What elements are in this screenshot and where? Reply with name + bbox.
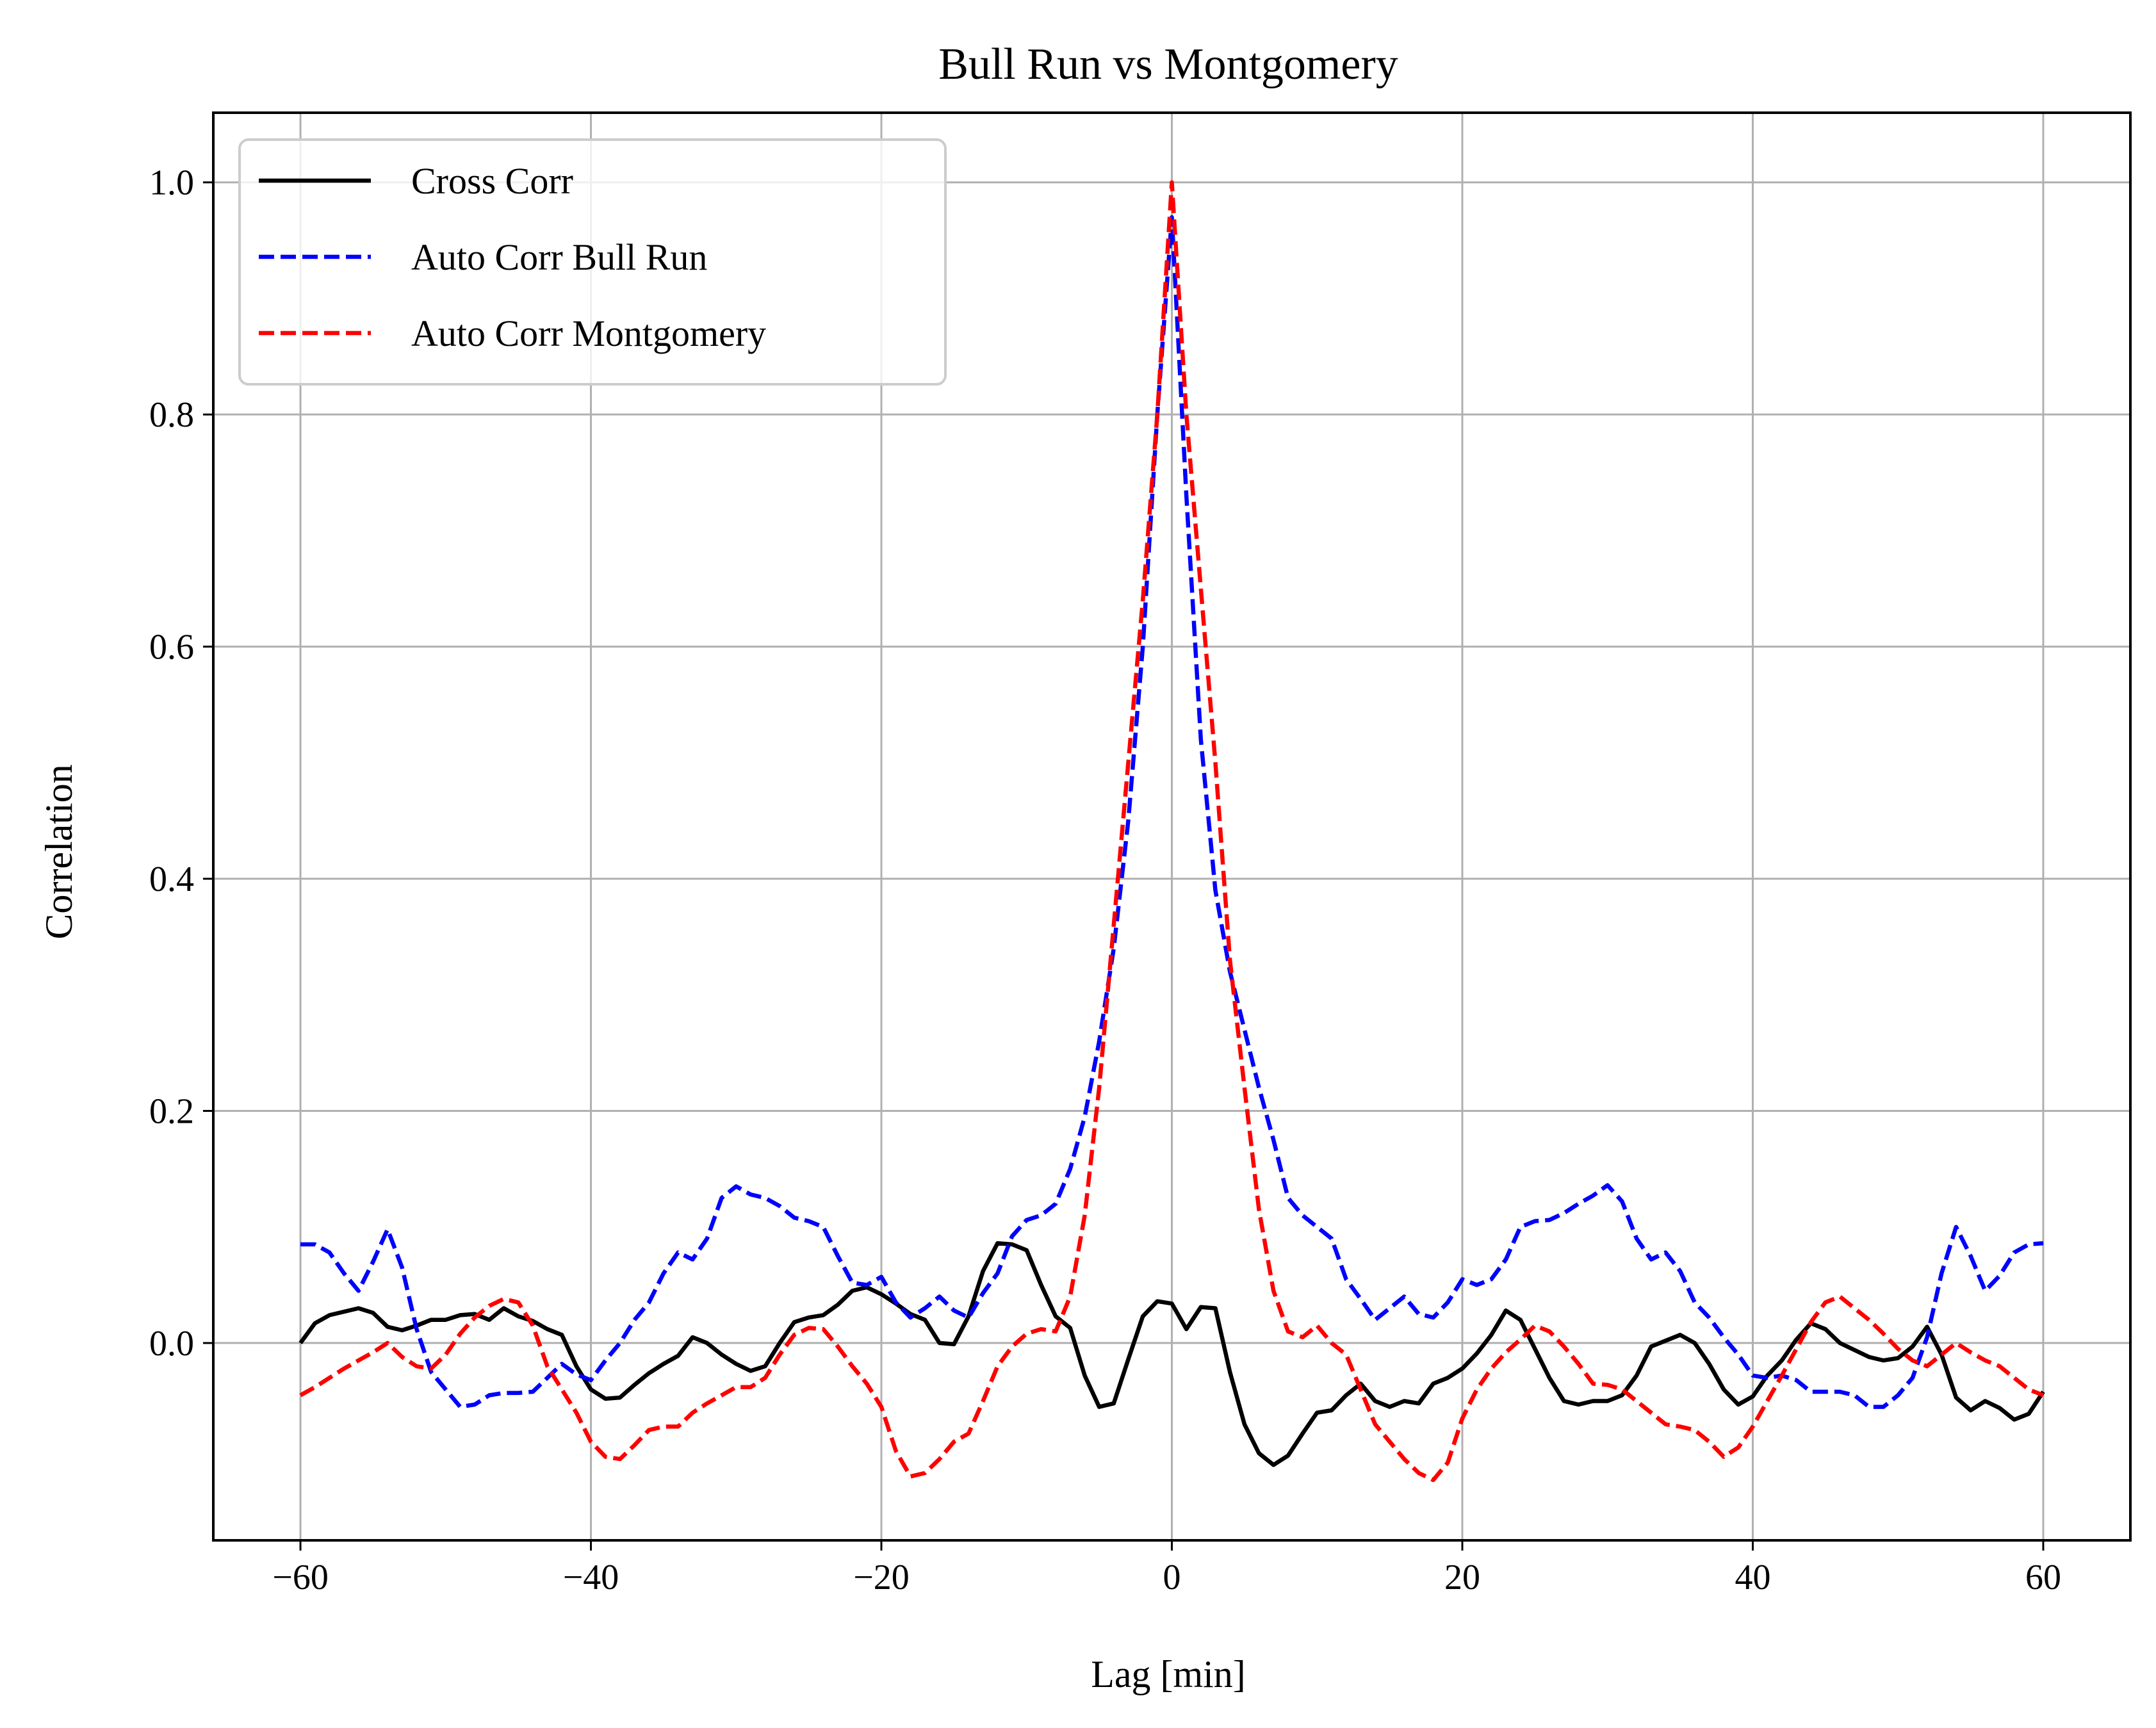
y-tick-label: 0.6 (149, 628, 194, 667)
x-tick-label: 40 (1735, 1558, 1770, 1597)
legend-box (238, 138, 947, 386)
x-axis-label: Lag [min] (1091, 1653, 1246, 1695)
x-tick-label: 0 (1163, 1558, 1181, 1597)
x-tick-label: −20 (853, 1558, 910, 1597)
x-tick-label: −60 (272, 1558, 329, 1597)
series-layer (298, 180, 2045, 1483)
x-tick-label: 20 (1444, 1558, 1480, 1597)
y-tick-label: 0.8 (149, 395, 194, 435)
legend-label: Auto Corr Bull Run (411, 236, 707, 278)
x-tick-label: −40 (563, 1558, 619, 1597)
ticks: −60 −40 −20 0 20 40 60 0.0 0.2 0.4 0.6 0.8 1.0 (149, 163, 2061, 1597)
chart-title: Bull Run vs Montgomery (938, 40, 1398, 89)
y-tick-label: 1.0 (149, 163, 194, 203)
series-line-auto-corr-montgomery (299, 180, 2045, 1483)
y-tick-label: 0.2 (149, 1091, 194, 1131)
y-tick-label: 0.0 (149, 1324, 194, 1364)
series-line-auto-corr-bull-run (300, 215, 2044, 1409)
legend-label: Auto Corr Montgomery (411, 313, 766, 354)
x-tick-label: 60 (2025, 1558, 2061, 1597)
y-axis-label: Correlation (38, 764, 80, 939)
legend: Cross Corr Auto Corr Bull Run Auto Corr Mo… (238, 138, 947, 386)
y-tick-label: 0.4 (149, 860, 194, 899)
series-line-cross-corr (298, 1241, 2045, 1467)
legend-label: Cross Corr (411, 160, 573, 202)
